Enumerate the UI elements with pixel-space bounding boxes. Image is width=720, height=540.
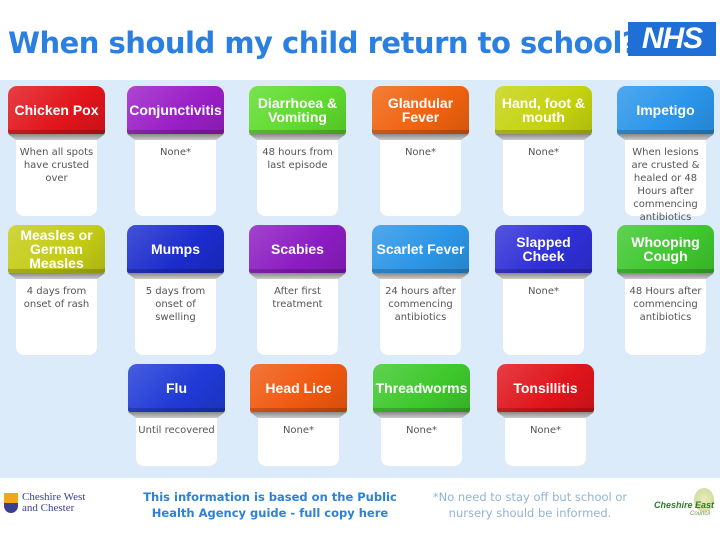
illness-card: Whooping Cough 48 Hours after commencing … — [617, 225, 714, 355]
return-advice: When all spots have crusted over — [16, 140, 97, 216]
cheshire-west-logo: Cheshire West and Chester — [4, 492, 102, 514]
illness-card: Slapped Cheek None* — [495, 225, 592, 355]
illness-card: Impetigo When lesions are crusted & heale… — [617, 86, 714, 223]
return-advice: None* — [135, 140, 216, 216]
illness-name: Hand, foot & mouth — [495, 86, 592, 134]
source-link[interactable]: This information is based on the Public … — [143, 490, 397, 520]
return-advice: 4 days from onset of rash — [16, 279, 97, 355]
illness-card: Measles or German Measles 4 days from ons… — [8, 225, 105, 355]
illness-name: Flu — [128, 364, 225, 412]
illness-name: Threadworms — [373, 364, 470, 412]
crest-icon — [4, 493, 18, 513]
cheshire-east-logo-sub: Council — [690, 511, 711, 517]
cards-panel: Chicken Pox When all spots have crusted o… — [0, 80, 720, 478]
return-advice: 48 Hours after commencing antibiotics — [625, 279, 706, 355]
illness-card: Scarlet Fever 24 hours after commencing a… — [372, 225, 469, 355]
return-advice: None* — [381, 418, 462, 466]
illness-card: Scabies After first treatment — [249, 225, 346, 355]
return-advice: None* — [503, 140, 584, 216]
illness-card: Flu Until recovered — [128, 364, 225, 466]
footer — [0, 478, 720, 540]
return-advice: None* — [258, 418, 339, 466]
leaf-icon — [694, 488, 714, 512]
cheshire-east-logo-text: Cheshire East — [654, 500, 715, 510]
return-advice: None* — [505, 418, 586, 466]
illness-name: Diarrhoea & Vomiting — [249, 86, 346, 134]
return-advice: When lesions are crusted & healed or 48 … — [625, 140, 706, 223]
return-advice: 5 days from onset of swelling — [135, 279, 216, 355]
cheshire-west-logo-text: Cheshire West and Chester — [22, 491, 86, 514]
illness-card: Threadworms None* — [373, 364, 470, 466]
return-advice: 24 hours after commencing antibiotics — [380, 279, 461, 355]
return-advice: None* — [380, 140, 461, 216]
illness-name: Mumps — [127, 225, 224, 273]
illness-name: Chicken Pox — [8, 86, 105, 134]
return-advice: Until recovered — [136, 418, 217, 466]
illness-name: Tonsillitis — [497, 364, 594, 412]
illness-name: Slapped Cheek — [495, 225, 592, 273]
illness-name: Head Lice — [250, 364, 347, 412]
illness-name: Impetigo — [617, 86, 714, 134]
return-advice: 48 hours from last episode — [257, 140, 338, 216]
cheshire-east-logo: Cheshire East Council — [650, 488, 716, 522]
return-advice: None* — [503, 279, 584, 355]
illness-name: Whooping Cough — [617, 225, 714, 273]
illness-card: Chicken Pox When all spots have crusted o… — [8, 86, 105, 216]
page-title: When should my child return to school? — [8, 26, 639, 60]
illness-card: Mumps 5 days from onset of swelling — [127, 225, 224, 355]
illness-name: Scabies — [249, 225, 346, 273]
illness-card: Diarrhoea & Vomiting 48 hours from last e… — [249, 86, 346, 216]
illness-card: Hand, foot & mouth None* — [495, 86, 592, 216]
illness-name: Conjunctivitis — [127, 86, 224, 134]
illness-name: Scarlet Fever — [372, 225, 469, 273]
illness-card: Tonsillitis None* — [497, 364, 594, 466]
illness-card: Conjunctivitis None* — [127, 86, 224, 216]
footnote: *No need to stay off but school or nurse… — [432, 490, 628, 520]
illness-card: Head Lice None* — [250, 364, 347, 466]
illness-card: Glandular Fever None* — [372, 86, 469, 216]
illness-name: Glandular Fever — [372, 86, 469, 134]
nhs-logo: NHS — [628, 22, 716, 56]
return-advice: After first treatment — [257, 279, 338, 355]
illness-name: Measles or German Measles — [8, 225, 105, 273]
